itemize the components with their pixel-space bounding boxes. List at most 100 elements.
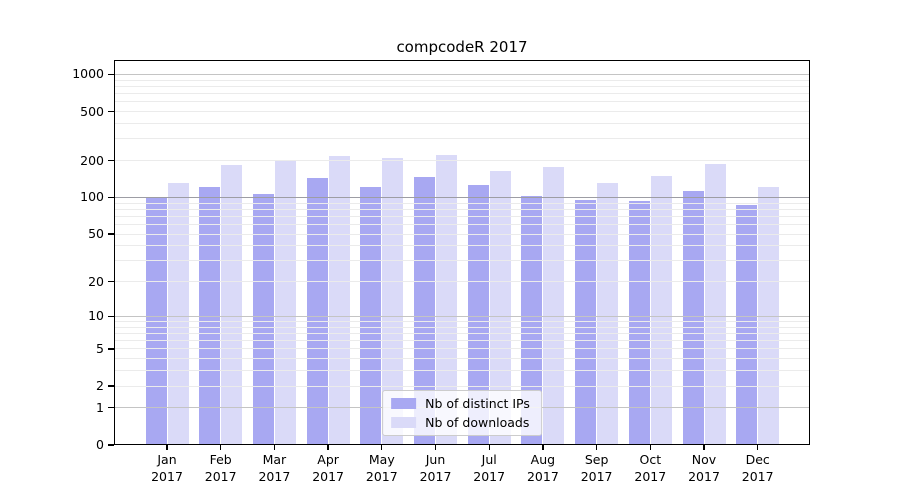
bar-downloads xyxy=(436,155,457,445)
x-tick-year: 2017 xyxy=(580,469,613,484)
x-tick-year: 2017 xyxy=(526,469,559,484)
x-tick-label: Mar 2017 xyxy=(242,451,306,485)
gridline xyxy=(114,358,810,360)
gridline xyxy=(114,85,810,87)
x-tick-month: Nov xyxy=(691,452,717,467)
y-tick-mark xyxy=(108,348,114,350)
y-tick-label: 50 xyxy=(88,226,104,242)
x-tick-month: Dec xyxy=(745,452,770,467)
x-tick-mark xyxy=(757,445,759,450)
gridline xyxy=(114,245,810,247)
gridline xyxy=(114,326,810,328)
legend-label-distinct-ips: Nb of distinct IPs xyxy=(425,396,530,411)
gridline xyxy=(114,208,810,210)
x-tick-month: Mar xyxy=(262,452,287,467)
gridline xyxy=(114,260,810,262)
x-tick-year: 2017 xyxy=(741,469,774,484)
grid-layer xyxy=(114,60,810,445)
legend-swatch-distinct-ips xyxy=(391,398,417,409)
y-tick-label: 100 xyxy=(80,189,104,205)
bar-downloads xyxy=(274,159,296,445)
bar-downloads xyxy=(328,155,350,445)
x-tick-year: 2017 xyxy=(634,469,667,484)
x-tick-month: Jul xyxy=(481,452,497,467)
y-tick-mark xyxy=(108,281,114,283)
x-tick-label: Feb 2017 xyxy=(189,451,253,485)
x-tick-mark xyxy=(273,445,276,450)
x-tick-year: 2017 xyxy=(312,469,344,484)
y-tick-mark xyxy=(108,315,114,318)
x-tick-month: Feb xyxy=(209,452,232,467)
y-tick-label: 20 xyxy=(88,273,104,289)
x-tick-label: Nov 2017 xyxy=(672,451,736,485)
x-tick-label: Oct 2017 xyxy=(618,451,682,485)
gridline xyxy=(114,93,810,95)
x-tick-label: Jun 2017 xyxy=(404,451,468,485)
bar-distinct-ips xyxy=(414,177,435,445)
x-tick-year: 2017 xyxy=(258,469,291,484)
x-tick-mark xyxy=(649,445,651,450)
y-tick-mark xyxy=(108,159,114,162)
bar-distinct-ips xyxy=(467,184,489,445)
x-tick-month: Sep xyxy=(584,452,609,467)
legend-item-downloads: Nb of downloads xyxy=(391,415,530,430)
x-tick-label: Aug 2017 xyxy=(511,451,575,485)
bar-distinct-ips xyxy=(628,200,650,445)
x-tick-mark xyxy=(327,445,329,450)
gridline xyxy=(114,73,810,75)
x-tick-mark xyxy=(166,445,168,450)
bar-distinct-ips xyxy=(306,178,328,445)
x-tick-label: Apr 2017 xyxy=(296,451,360,485)
y-tick-mark xyxy=(108,73,114,76)
legend-label-downloads: Nb of downloads xyxy=(425,415,530,430)
gridline xyxy=(114,123,810,125)
y-tick-label: 500 xyxy=(80,103,104,119)
gridline xyxy=(114,111,810,113)
gridline xyxy=(114,385,810,387)
y-tick-label: 200 xyxy=(80,152,104,168)
x-tick-year: 2017 xyxy=(688,469,720,484)
x-tick-month: Jan xyxy=(157,452,177,467)
gridline xyxy=(114,370,810,372)
gridline xyxy=(114,315,810,317)
x-tick-month: Apr xyxy=(317,452,339,467)
y-tick-mark xyxy=(108,196,114,199)
bar-downloads xyxy=(382,157,404,445)
x-tick-year: 2017 xyxy=(365,469,398,484)
y-tick-mark xyxy=(108,444,114,446)
x-tick-month: Oct xyxy=(639,452,662,467)
y-tick-mark xyxy=(108,385,114,387)
gridline xyxy=(114,332,810,334)
gridline xyxy=(114,348,810,350)
y-tick-label: 5 xyxy=(96,340,104,356)
gridline xyxy=(114,202,810,204)
bar-downloads xyxy=(221,165,243,445)
x-tick-month: Aug xyxy=(530,452,556,467)
x-tick-year: 2017 xyxy=(151,469,183,484)
gridline xyxy=(114,224,810,226)
x-tick-year: 2017 xyxy=(419,469,452,484)
x-tick-mark xyxy=(595,445,598,450)
gridline xyxy=(114,215,810,217)
y-tick-label: 1000 xyxy=(72,66,104,82)
x-tick-label: Dec 2017 xyxy=(726,451,790,485)
x-tick-year: 2017 xyxy=(473,469,506,484)
gridline xyxy=(114,233,810,235)
bar-distinct-ips xyxy=(252,193,274,445)
x-tick-month: May xyxy=(368,452,395,467)
gridline xyxy=(114,340,810,342)
bar-downloads xyxy=(650,175,672,445)
x-tick-label: Jul 2017 xyxy=(457,451,521,485)
gridline xyxy=(114,79,810,81)
x-tick-mark xyxy=(703,445,705,450)
gridline xyxy=(114,101,810,103)
x-tick-year: 2017 xyxy=(204,469,237,484)
legend-swatch-downloads xyxy=(391,417,417,428)
x-tick-label: May 2017 xyxy=(350,451,414,485)
y-tick-label: 1 xyxy=(96,399,104,415)
x-tick-mark xyxy=(220,445,222,450)
legend-item-distinct-ips: Nb of distinct IPs xyxy=(391,396,530,411)
bar-distinct-ips xyxy=(736,204,758,445)
bar-distinct-ips xyxy=(682,190,704,445)
